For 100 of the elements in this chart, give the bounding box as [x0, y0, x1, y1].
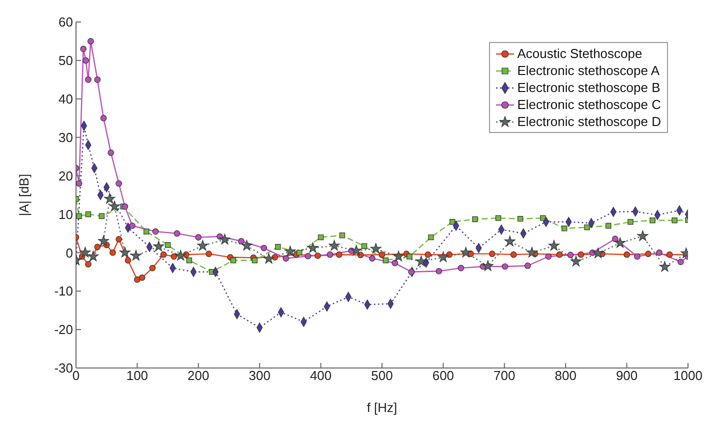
point	[378, 251, 386, 258]
point	[164, 242, 171, 248]
point	[438, 251, 449, 262]
point	[88, 250, 99, 262]
point	[502, 263, 508, 270]
point	[241, 240, 252, 250]
point	[98, 213, 105, 219]
x-tick-label: 300	[248, 368, 270, 384]
point	[584, 224, 590, 230]
point	[659, 261, 670, 272]
point	[174, 230, 180, 237]
point	[195, 234, 202, 240]
y-tick-label: 50	[58, 53, 73, 68]
y-tick-label: 60	[58, 14, 73, 30]
point	[606, 222, 612, 229]
point	[124, 257, 132, 264]
point	[116, 180, 122, 187]
point	[336, 251, 342, 258]
point	[614, 237, 626, 248]
point	[76, 180, 82, 187]
point	[416, 256, 427, 266]
point	[634, 253, 640, 260]
point	[562, 226, 568, 232]
point	[482, 260, 494, 271]
point	[556, 251, 563, 258]
point	[82, 57, 89, 64]
point	[138, 274, 146, 281]
point	[328, 240, 340, 250]
point	[339, 232, 346, 238]
point	[109, 200, 120, 212]
point	[510, 251, 517, 258]
point	[545, 253, 552, 260]
point	[446, 251, 452, 258]
x-tick-label: 800	[554, 368, 576, 384]
point	[88, 38, 94, 44]
point	[524, 262, 531, 269]
point	[98, 235, 110, 246]
point	[122, 203, 128, 210]
point	[197, 240, 208, 250]
point	[296, 250, 302, 256]
y-tick-label: 30	[58, 130, 73, 145]
point	[100, 114, 107, 122]
x-tick-label: 900	[616, 368, 638, 384]
point	[406, 254, 412, 260]
point	[108, 150, 114, 156]
point	[206, 250, 212, 257]
point	[104, 193, 116, 204]
point	[116, 236, 122, 242]
point	[350, 244, 362, 256]
legend-label: Acoustic Stethoscope	[517, 45, 642, 62]
point	[230, 258, 236, 264]
point	[672, 218, 678, 224]
point	[424, 251, 432, 258]
point	[677, 258, 684, 266]
point	[504, 236, 516, 246]
point	[592, 248, 604, 258]
y-tick-label: -30	[54, 360, 73, 376]
point	[238, 238, 244, 244]
legend-label: Electronic stethoscope C	[517, 96, 661, 113]
y-axis-title: |A| [dB]	[16, 174, 32, 216]
point	[80, 46, 87, 52]
y-tick-label: 40	[58, 92, 73, 107]
legend-label: Electronic stethoscope B	[517, 79, 660, 96]
point	[318, 234, 324, 240]
x-tick-label: 400	[310, 368, 332, 384]
point	[382, 258, 389, 264]
point	[219, 234, 230, 244]
point	[263, 253, 274, 264]
point	[252, 258, 258, 264]
point	[152, 228, 159, 235]
point	[130, 250, 142, 260]
point	[369, 255, 376, 262]
point	[436, 268, 442, 274]
point	[637, 230, 648, 241]
point	[186, 258, 192, 264]
point	[76, 213, 82, 219]
point	[656, 249, 662, 256]
x-tick-label: 200	[188, 368, 210, 384]
point	[612, 236, 618, 242]
point	[460, 246, 472, 258]
legend-label: Electronic stethoscope D	[517, 113, 661, 130]
point	[307, 242, 318, 253]
x-axis-title: f [Hz]	[366, 400, 398, 415]
y-tick-label: 10	[58, 206, 73, 222]
point	[392, 250, 404, 262]
x-tick-label: 100	[126, 368, 148, 384]
point	[578, 251, 584, 258]
point	[129, 222, 136, 229]
point	[149, 264, 156, 272]
point	[650, 218, 656, 224]
point	[314, 252, 321, 259]
y-tick-label: -20	[54, 322, 73, 338]
point	[304, 252, 312, 260]
point	[80, 246, 91, 258]
point	[567, 252, 574, 258]
point	[517, 216, 524, 222]
point	[370, 243, 382, 254]
x-tick-label: 500	[371, 368, 393, 384]
point	[570, 256, 582, 266]
point	[666, 251, 673, 258]
